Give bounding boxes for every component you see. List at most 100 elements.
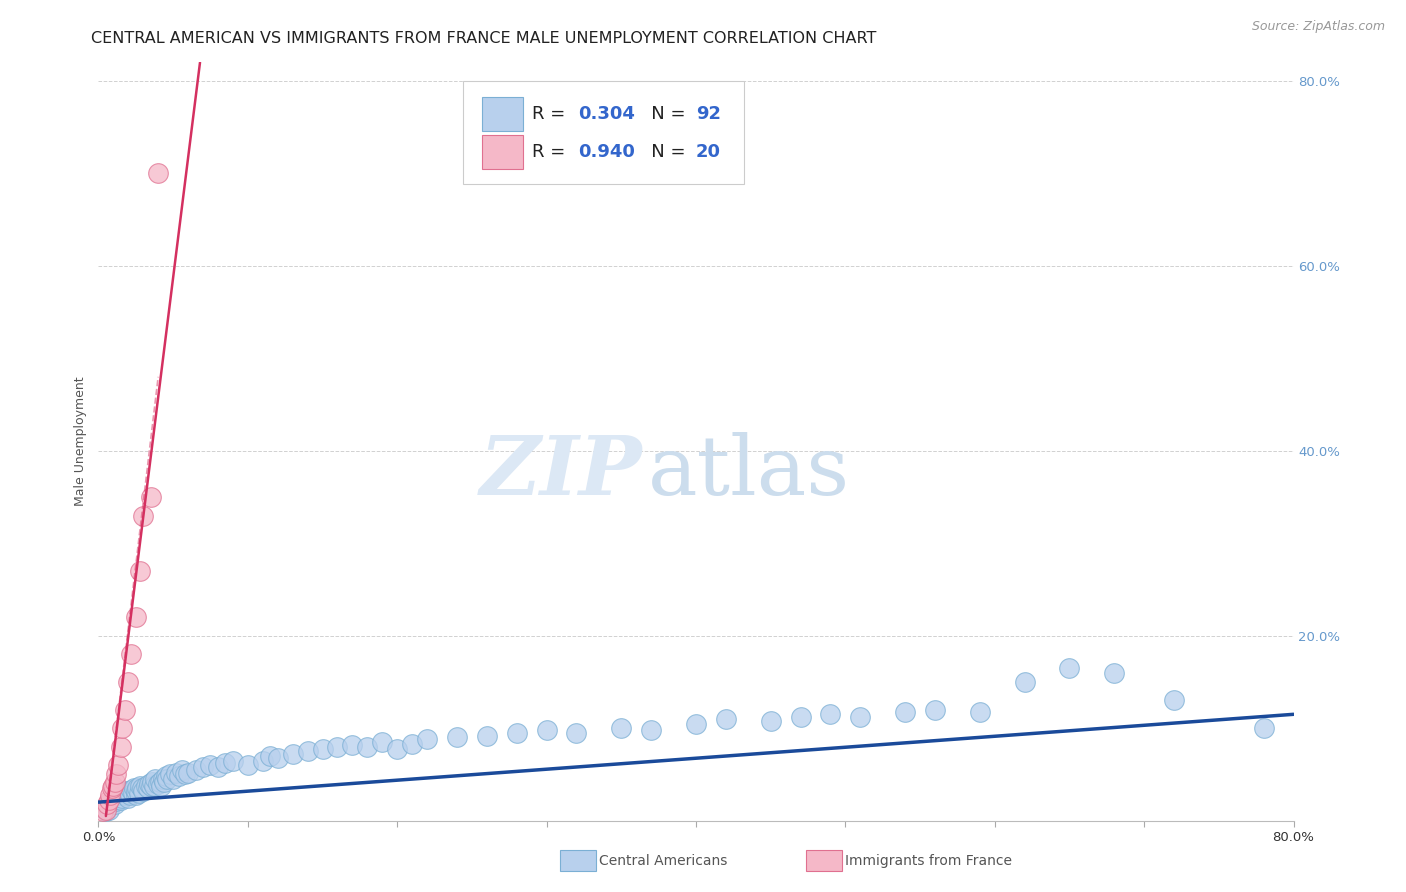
Point bbox=[789, 710, 811, 724]
Point bbox=[115, 784, 138, 798]
Point bbox=[117, 786, 139, 800]
Point bbox=[91, 805, 114, 819]
Point bbox=[142, 779, 165, 793]
Point bbox=[129, 564, 152, 578]
Point bbox=[162, 772, 184, 786]
Point bbox=[110, 739, 132, 754]
Point bbox=[120, 783, 142, 797]
Text: Source: ZipAtlas.com: Source: ZipAtlas.com bbox=[1251, 20, 1385, 33]
Point bbox=[111, 790, 134, 805]
Point bbox=[1059, 661, 1081, 675]
Point bbox=[131, 781, 153, 796]
Point bbox=[894, 705, 917, 719]
Point bbox=[326, 739, 349, 754]
Point bbox=[172, 763, 194, 777]
Point bbox=[148, 777, 170, 791]
Text: 92: 92 bbox=[696, 105, 721, 123]
Point bbox=[141, 774, 163, 789]
Point bbox=[136, 781, 159, 796]
Point bbox=[1253, 721, 1275, 735]
FancyBboxPatch shape bbox=[482, 136, 523, 169]
Point bbox=[536, 723, 558, 737]
Point bbox=[138, 777, 160, 791]
Point bbox=[110, 793, 132, 807]
Text: N =: N = bbox=[634, 105, 692, 123]
Point bbox=[107, 790, 129, 805]
Point bbox=[152, 772, 174, 786]
Text: R =: R = bbox=[533, 105, 571, 123]
Point bbox=[565, 726, 588, 740]
Point bbox=[149, 774, 172, 789]
Point bbox=[128, 786, 150, 800]
Point bbox=[177, 765, 200, 780]
Point bbox=[98, 788, 122, 802]
Point bbox=[148, 166, 170, 180]
Point bbox=[297, 744, 319, 758]
Point bbox=[475, 729, 498, 743]
Point bbox=[117, 790, 139, 805]
Point bbox=[96, 797, 118, 811]
Point bbox=[118, 788, 141, 802]
Point bbox=[342, 738, 364, 752]
Text: N =: N = bbox=[634, 143, 692, 161]
Text: 0.304: 0.304 bbox=[578, 105, 634, 123]
Text: R =: R = bbox=[533, 143, 571, 161]
Point bbox=[153, 774, 176, 789]
Point bbox=[1014, 675, 1036, 690]
Point bbox=[97, 793, 120, 807]
Point bbox=[125, 788, 148, 802]
Point bbox=[385, 741, 409, 756]
Point bbox=[139, 490, 162, 504]
Point bbox=[96, 799, 118, 814]
Point bbox=[110, 788, 132, 802]
Point bbox=[125, 784, 148, 798]
Point bbox=[104, 774, 127, 789]
FancyBboxPatch shape bbox=[463, 81, 744, 184]
Point bbox=[107, 758, 129, 772]
Point bbox=[222, 754, 245, 768]
Point bbox=[94, 805, 117, 819]
Point bbox=[135, 779, 157, 793]
Point bbox=[200, 758, 222, 772]
Point bbox=[101, 781, 124, 796]
Point bbox=[98, 797, 122, 811]
Point bbox=[103, 793, 125, 807]
Point bbox=[356, 739, 378, 754]
Point bbox=[117, 675, 139, 690]
Point bbox=[640, 723, 662, 737]
Point bbox=[124, 781, 146, 796]
Point bbox=[132, 508, 155, 523]
Point bbox=[167, 769, 190, 783]
Point bbox=[125, 610, 148, 624]
Point bbox=[610, 721, 633, 735]
Point bbox=[191, 760, 214, 774]
Text: ZIP: ZIP bbox=[479, 432, 643, 512]
Point bbox=[111, 721, 134, 735]
Point bbox=[184, 763, 207, 777]
Point bbox=[132, 784, 155, 798]
Point bbox=[139, 779, 162, 793]
Point bbox=[259, 748, 281, 763]
Point bbox=[506, 726, 529, 740]
Point bbox=[121, 786, 143, 800]
Point bbox=[759, 714, 782, 728]
Point bbox=[685, 716, 707, 731]
Text: Immigrants from France: Immigrants from France bbox=[845, 854, 1012, 868]
Point bbox=[236, 758, 259, 772]
Point bbox=[446, 731, 468, 745]
Point bbox=[1163, 693, 1185, 707]
Point bbox=[207, 760, 229, 774]
Point bbox=[416, 732, 439, 747]
Point bbox=[252, 754, 274, 768]
Y-axis label: Male Unemployment: Male Unemployment bbox=[75, 376, 87, 507]
Point bbox=[924, 703, 946, 717]
Text: atlas: atlas bbox=[648, 432, 851, 512]
FancyBboxPatch shape bbox=[482, 97, 523, 130]
Point bbox=[143, 772, 166, 786]
Point bbox=[401, 737, 423, 751]
Point bbox=[714, 712, 737, 726]
Point bbox=[267, 751, 290, 765]
Point bbox=[281, 747, 304, 761]
Text: CENTRAL AMERICAN VS IMMIGRANTS FROM FRANCE MALE UNEMPLOYMENT CORRELATION CHART: CENTRAL AMERICAN VS IMMIGRANTS FROM FRAN… bbox=[91, 31, 877, 46]
Point bbox=[104, 797, 127, 811]
